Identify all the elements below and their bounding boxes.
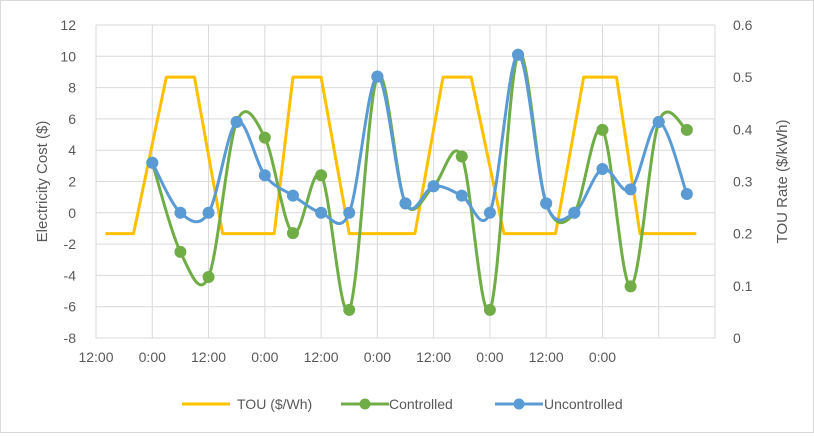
- data-point-controlled: [596, 123, 609, 136]
- y-tick-label: 4: [68, 142, 76, 158]
- y-right-tick-label: 0.6: [733, 17, 753, 33]
- data-point-uncontrolled: [540, 197, 553, 210]
- x-tick-label: 12:00: [529, 349, 564, 365]
- x-tick-label: 0:00: [589, 349, 616, 365]
- data-point-uncontrolled: [286, 189, 299, 202]
- data-point-controlled: [315, 169, 328, 182]
- data-point-uncontrolled: [596, 162, 609, 175]
- data-point-uncontrolled: [455, 189, 468, 202]
- data-point-uncontrolled: [568, 206, 581, 219]
- data-point-uncontrolled: [315, 206, 328, 219]
- data-point-uncontrolled: [258, 169, 271, 182]
- legend-label-uncontrolled: Uncontrolled: [544, 396, 623, 412]
- y-tick-label: -8: [64, 330, 77, 346]
- y-tick-label: 12: [60, 17, 76, 33]
- data-point-controlled: [343, 303, 356, 316]
- x-tick-label: 12:00: [416, 349, 451, 365]
- data-point-controlled: [286, 227, 299, 240]
- y-tick-label: -2: [64, 236, 77, 252]
- data-point-uncontrolled: [624, 183, 637, 196]
- x-tick-label: 0:00: [476, 349, 503, 365]
- y-right-tick-label: 0: [733, 330, 741, 346]
- y-right-tick-label: 0.4: [733, 121, 753, 137]
- x-tick-label: 12:00: [78, 349, 113, 365]
- data-point-controlled: [202, 270, 215, 283]
- data-point-uncontrolled: [343, 206, 356, 219]
- y-right-tick-label: 0.5: [733, 69, 753, 85]
- x-tick-label: 0:00: [251, 349, 278, 365]
- data-point-uncontrolled: [174, 206, 187, 219]
- series-line-tou-wh: [105, 75, 697, 236]
- series-line-controlled: [150, 51, 688, 313]
- data-point-controlled: [680, 123, 693, 136]
- series-layer: [105, 48, 697, 316]
- legend-item-controlled: Controlled: [341, 396, 453, 412]
- y-tick-label: -4: [64, 267, 77, 283]
- y-tick-label: 6: [68, 111, 76, 127]
- legend: TOU ($/Wh) Controlled Uncontrolled: [182, 396, 623, 412]
- legend-label-controlled: Controlled: [389, 396, 453, 412]
- legend-label-tou-wh: TOU ($/Wh): [237, 396, 312, 412]
- data-point-controlled: [624, 280, 637, 293]
- y-right-axis-title: TOU Rate ($/kWh): [774, 120, 791, 244]
- series-line-uncontrolled: [150, 53, 689, 225]
- y-right-tick-label: 0.1: [733, 278, 753, 294]
- data-point-uncontrolled: [371, 70, 384, 83]
- x-tick-label: 0:00: [139, 349, 166, 365]
- data-point-uncontrolled: [680, 188, 693, 201]
- y-tick-label: 10: [60, 48, 76, 64]
- legend-item-uncontrolled: Uncontrolled: [495, 396, 623, 412]
- y-tick-label: 8: [68, 80, 76, 96]
- x-tick-label: 12:00: [304, 349, 339, 365]
- data-point-uncontrolled: [427, 180, 440, 193]
- data-point-uncontrolled: [230, 116, 243, 129]
- x-tick-label: 12:00: [191, 349, 226, 365]
- legend-item-tou-wh: TOU ($/Wh): [182, 396, 312, 412]
- y-tick-label: 0: [68, 205, 76, 221]
- data-point-uncontrolled: [202, 206, 215, 219]
- y-axis-title: Electricity Cost ($): [34, 121, 51, 243]
- data-point-controlled: [483, 303, 496, 316]
- y-tick-label: -6: [64, 299, 77, 315]
- data-point-uncontrolled: [146, 156, 159, 169]
- data-point-controlled: [258, 131, 271, 144]
- data-point-uncontrolled: [483, 206, 496, 219]
- y-right-tick-label: 0.3: [733, 174, 753, 190]
- legend-marker-controlled: [359, 398, 371, 410]
- data-point-uncontrolled: [399, 197, 412, 210]
- data-point-uncontrolled: [652, 116, 665, 129]
- data-point-uncontrolled: [512, 48, 525, 61]
- axes: -8 -6 -4 -2 0 2 4 6 8 10 12 0 0.1 0.2 0.3 0.4 0.5 0.6 12:0…: [34, 17, 791, 365]
- data-point-controlled: [455, 150, 468, 163]
- legend-marker-uncontrolled: [513, 398, 525, 410]
- data-point-controlled: [174, 245, 187, 258]
- x-tick-label: 0:00: [364, 349, 391, 365]
- y-tick-label: 2: [68, 174, 76, 190]
- gridlines: [95, 24, 716, 339]
- y-right-tick-label: 0.2: [733, 226, 753, 242]
